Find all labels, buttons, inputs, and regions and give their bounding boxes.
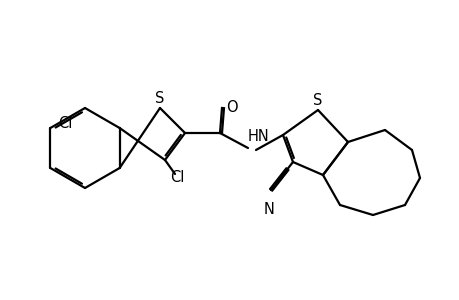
- Text: O: O: [226, 100, 237, 116]
- Text: S: S: [155, 91, 164, 106]
- Text: S: S: [313, 93, 322, 108]
- Text: Cl: Cl: [169, 170, 184, 185]
- Text: Cl: Cl: [58, 116, 72, 130]
- Text: N: N: [263, 202, 274, 217]
- Text: HN: HN: [247, 129, 269, 144]
